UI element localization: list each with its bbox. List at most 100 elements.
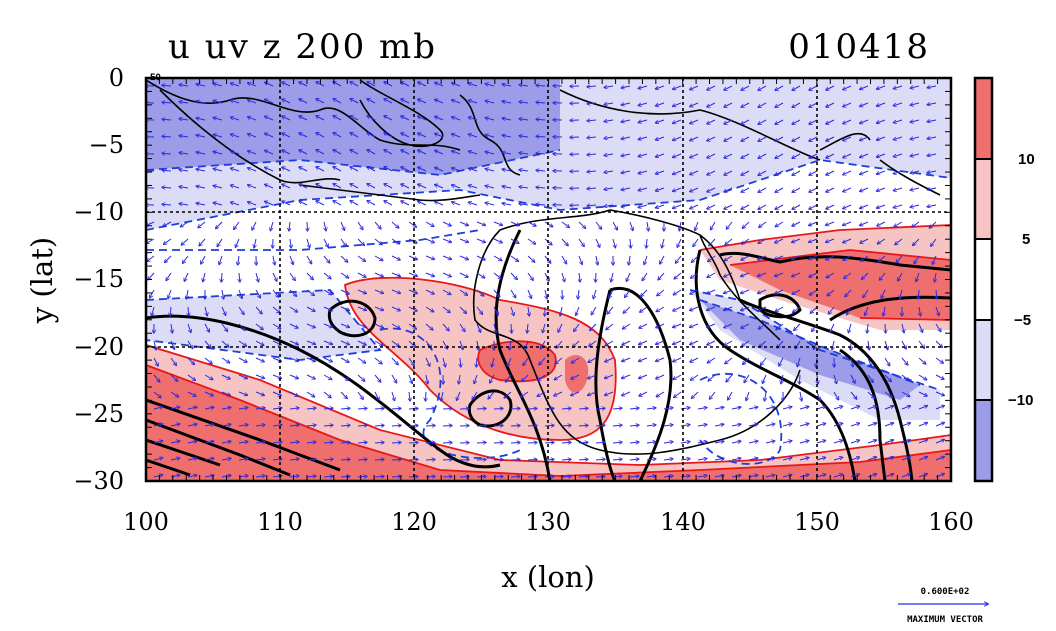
wind-vector-arrow xyxy=(555,357,563,364)
wind-vector-arrow xyxy=(833,391,839,400)
wind-vector-arrow xyxy=(656,170,665,174)
wind-vector-arrow xyxy=(435,168,444,172)
wind-vector-arrow xyxy=(221,306,226,315)
wind-vector-arrow xyxy=(452,100,461,104)
wind-vector-arrow xyxy=(255,442,265,443)
wind-vector-arrow xyxy=(238,340,246,346)
wind-vector-arrow xyxy=(792,272,801,277)
wind-vector-arrow xyxy=(340,374,348,380)
wind-vector-arrow xyxy=(867,457,877,461)
wind-vector-arrow xyxy=(674,272,682,279)
wind-vector-arrow xyxy=(828,306,835,314)
wind-vector-arrow xyxy=(587,120,597,121)
wind-vector-arrow xyxy=(843,204,852,209)
wind-vector-arrow xyxy=(646,408,656,409)
wind-vector-arrow xyxy=(932,255,937,264)
wind-vector-arrow xyxy=(299,133,308,138)
wind-vector-arrow xyxy=(408,238,417,243)
wind-vector-arrow xyxy=(826,221,835,225)
wind-vector-arrow xyxy=(782,458,792,460)
wind-vector-arrow xyxy=(865,306,869,315)
wind-vector-arrow xyxy=(231,83,240,87)
wind-vector-arrow xyxy=(493,443,503,444)
wind-vector-arrow xyxy=(306,425,316,426)
wind-vector-arrow xyxy=(323,374,332,380)
wind-vector-arrow xyxy=(578,289,579,299)
wind-vector-arrow xyxy=(340,357,349,362)
wind-vector-arrow xyxy=(809,204,818,209)
wind-vector-arrow xyxy=(152,306,155,316)
wind-vector-arrow xyxy=(621,137,631,139)
wind-vector-arrow xyxy=(340,306,349,310)
wind-vector-arrow xyxy=(663,476,673,477)
wind-vector-arrow xyxy=(792,85,801,90)
wind-vector-arrow xyxy=(452,202,461,206)
wind-vector-arrow xyxy=(646,459,656,460)
wind-vector-arrow xyxy=(204,424,214,426)
wind-vector-arrow xyxy=(731,441,741,443)
wind-vector-arrow xyxy=(884,440,894,444)
wind-vector-arrow xyxy=(221,323,227,331)
wind-vector-arrow xyxy=(459,272,468,277)
wind-vector-arrow xyxy=(340,408,350,409)
wind-vector-arrow xyxy=(179,170,189,171)
wind-vector-arrow xyxy=(459,340,463,350)
height-contour xyxy=(758,293,802,319)
wind-vector-arrow xyxy=(340,272,349,278)
wind-vector-arrow xyxy=(656,391,665,397)
wind-vector-arrow xyxy=(595,425,605,426)
wind-vector-arrow xyxy=(673,119,682,123)
wind-vector-arrow xyxy=(638,85,648,89)
wind-vector-arrow xyxy=(452,83,461,87)
wind-vector-arrow xyxy=(289,340,298,345)
vector-key-caption: MAXIMUM VECTOR xyxy=(907,615,983,625)
wind-vector-arrow xyxy=(590,323,597,331)
wind-vector-arrow xyxy=(742,221,750,228)
wind-vector-arrow xyxy=(884,374,891,382)
wind-vector-arrow xyxy=(809,119,818,124)
wind-vector-arrow xyxy=(673,289,682,295)
wind-vector-arrow xyxy=(289,357,298,361)
wind-vector-arrow xyxy=(622,357,631,361)
wind-vector-arrow xyxy=(442,306,450,313)
wind-vector-arrow xyxy=(792,187,801,192)
wind-vector-arrow xyxy=(485,101,495,103)
wind-vector-arrow xyxy=(690,323,699,327)
wind-vector-arrow xyxy=(468,151,478,155)
negative-contour xyxy=(699,372,783,465)
wind-vector-arrow xyxy=(640,306,648,312)
wind-vector-arrow xyxy=(340,442,350,443)
wind-vector-arrow xyxy=(238,442,248,443)
wind-vector-arrow xyxy=(510,477,520,478)
wind-vector-arrow xyxy=(656,136,665,140)
wind-vector-arrow xyxy=(587,86,597,87)
wind-vector-arrow xyxy=(374,374,381,382)
wind-vector-arrow xyxy=(792,289,801,294)
wind-vector-arrow xyxy=(425,238,434,243)
wind-vector-arrow xyxy=(621,188,631,190)
wind-vector-arrow xyxy=(604,154,614,156)
wind-vector-arrow xyxy=(626,272,631,281)
wind-vector-arrow xyxy=(893,204,903,208)
wind-vector-arrow xyxy=(527,477,537,478)
wind-vector-arrow xyxy=(384,184,393,189)
wind-vector-arrow xyxy=(490,374,495,383)
wind-vector-arrow xyxy=(485,152,495,154)
wind-vector-arrow xyxy=(426,374,428,384)
wind-vector-arrow xyxy=(660,255,665,264)
wind-vector-arrow xyxy=(690,357,699,362)
wind-vector-arrow xyxy=(452,185,461,189)
wind-vector-arrow xyxy=(238,289,242,298)
wind-vector-arrow xyxy=(558,323,563,332)
wind-vector-arrow xyxy=(510,443,520,444)
wind-vector-arrow xyxy=(690,136,699,141)
wind-vector-arrow xyxy=(255,459,265,460)
wind-vector-arrow xyxy=(162,204,172,205)
wind-vector-arrow xyxy=(918,374,927,380)
wind-vector-arrow xyxy=(519,85,529,86)
wind-vector-arrow xyxy=(265,150,274,155)
coastline-sulawesi xyxy=(459,94,521,176)
wind-vector-arrow xyxy=(340,221,345,230)
wind-vector-arrow xyxy=(847,306,852,315)
wind-vector-arrow xyxy=(554,391,563,396)
